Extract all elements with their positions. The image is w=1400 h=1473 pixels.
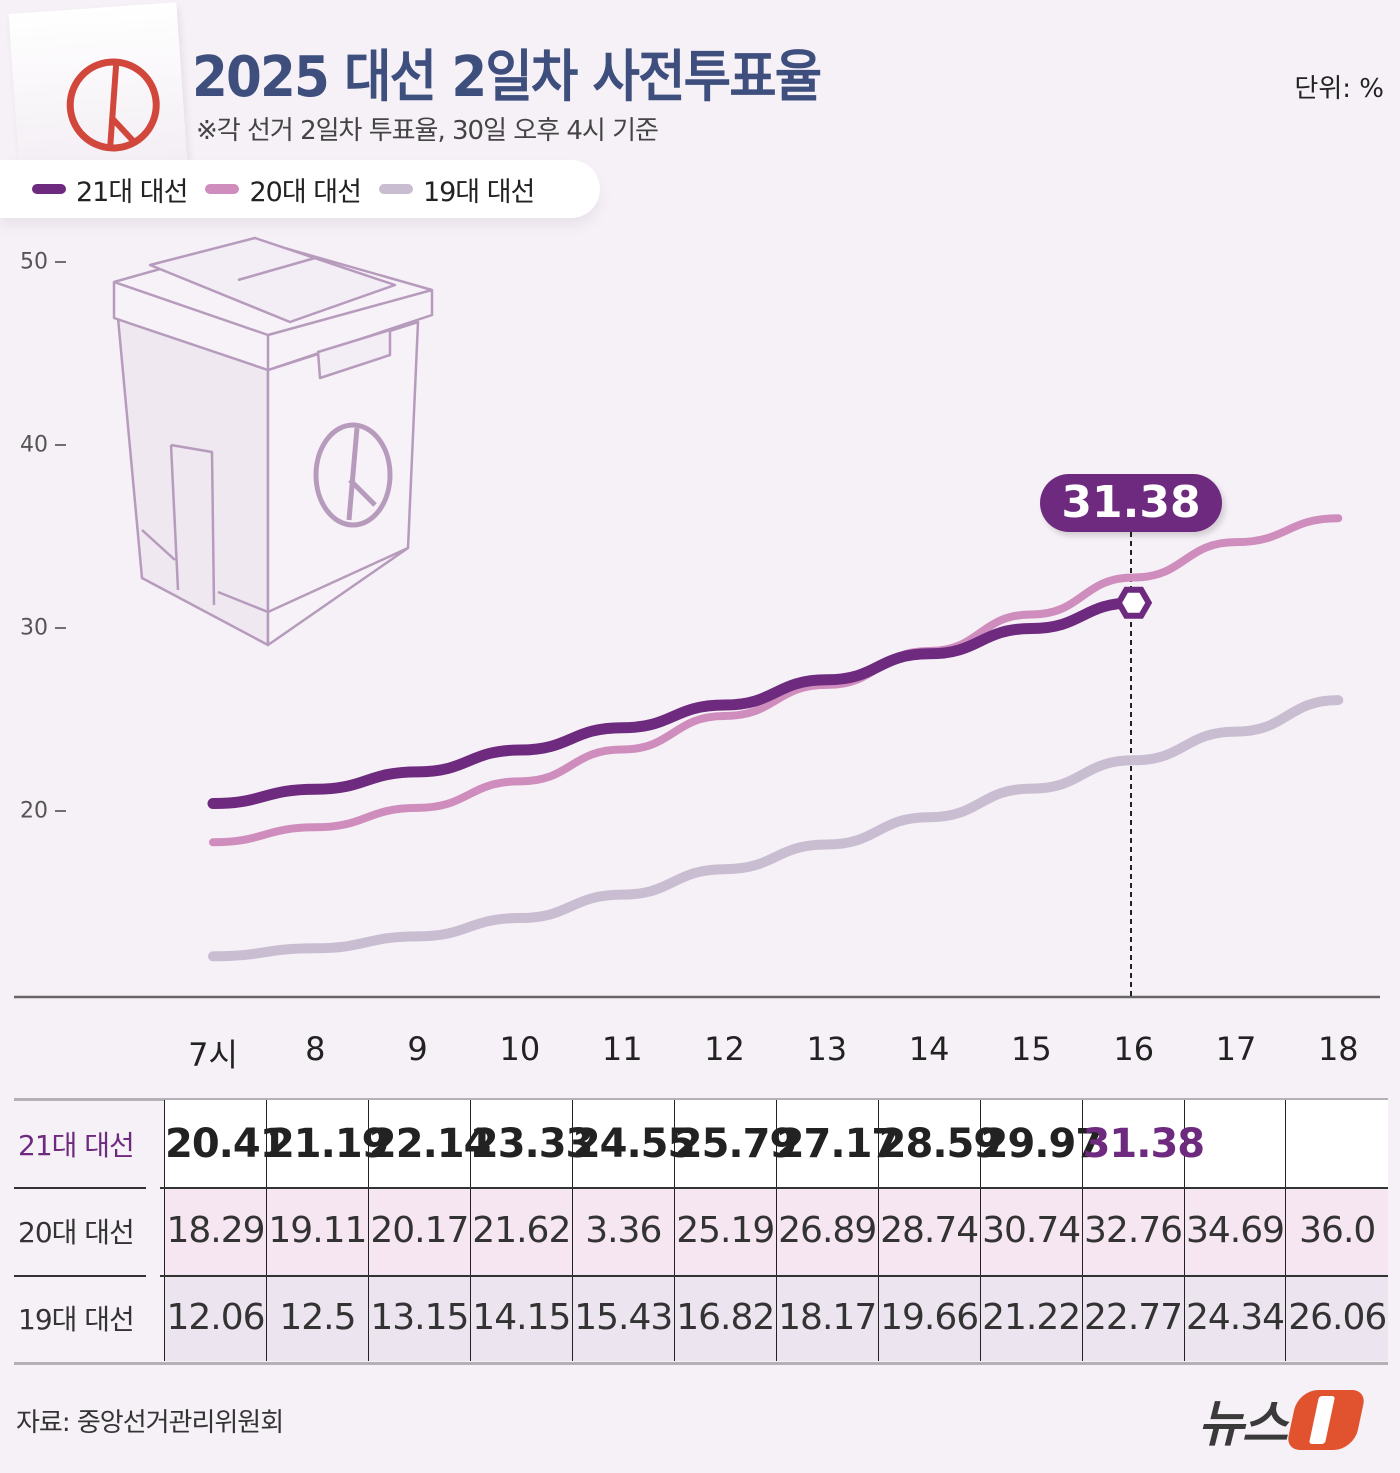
table-cell: 20.17 [367,1187,471,1274]
x-tick-label: 16 [1113,1030,1155,1068]
latest-value-callout: 31.38 [1040,474,1222,532]
row-label: 20대 대선 [18,1215,135,1249]
legend-label: 19대 대선 [422,176,535,208]
chart-title: 2025 대선 2일차 사전투표율 [192,45,822,110]
table-cell: 34.69 [1183,1187,1286,1274]
y-tick-label: 30 [20,615,48,641]
table-cell [1285,1100,1388,1187]
table-cell: 18.17 [775,1274,879,1361]
series-line [207,597,1140,809]
logo-text: 뉴스 [1198,1395,1288,1453]
table-cell: 12.5 [265,1274,369,1361]
table-cell: 26.06 [1285,1274,1388,1361]
source-note: 자료: 중앙선거관리위원회 [16,1408,284,1438]
x-tick-label: 18 [1317,1030,1359,1068]
table-cell: 24.55 [571,1100,695,1187]
x-tick-label: 11 [601,1030,643,1068]
table-cell: 12.06 [164,1274,267,1361]
table-cell: 20.41 [164,1100,288,1187]
table-cell: 28.74 [877,1187,981,1274]
latest-point-marker [1115,586,1153,619]
table-cell: 21.62 [469,1187,573,1274]
chart-subtitle: ※각 선거 2일차 투표율, 30일 오후 4시 기준 [196,116,659,146]
x-tick-label: 8 [305,1030,326,1068]
table-cell: 32.76 [1081,1187,1185,1274]
table-row: 20대 대선 18.29 19.11 20.17 21.62 3.36 25.19 26.89… [14,1187,1388,1274]
news1-logo: 뉴스 [1198,1384,1367,1456]
table-cell: 19.66 [877,1274,981,1361]
series-line [209,514,1343,847]
logo-one-icon [1285,1390,1367,1450]
unit-label: 단위: % [1294,74,1384,104]
table-cell: 22.77 [1081,1274,1185,1361]
table-cell [1183,1100,1286,1187]
row-divider [160,1187,1388,1189]
row-divider [160,1275,1388,1277]
legend-item-21: 21대 대선 [32,170,188,209]
y-tick-label: 50 [20,249,48,275]
table-cell: 25.79 [673,1100,797,1187]
table-cell: 21.19 [265,1100,389,1187]
y-tick-label: 40 [20,432,48,458]
x-tick-label: 9 [407,1030,428,1068]
table-cell: 13.15 [367,1274,471,1361]
table-cell: 23.33 [469,1100,593,1187]
table-cell: 18.29 [164,1187,267,1274]
table-cell: 15.43 [571,1274,675,1361]
row-label: 21대 대선 [18,1128,135,1162]
x-tick-label: 7시 [188,1036,238,1074]
table-cell: 29.97 [979,1100,1103,1187]
table-cell: 25.19 [673,1187,777,1274]
series-line [208,695,1344,962]
ballot-card-decoration [8,2,188,174]
table-top-border [14,1098,1388,1101]
vote-stamp-icon [66,58,160,152]
table-cell: 21.22 [979,1274,1083,1361]
table-bottom-border [14,1362,1388,1365]
row-divider [14,1187,146,1189]
ballot-box-illustration [112,236,434,647]
table-cell: 24.34 [1183,1274,1286,1361]
x-tick-label: 10 [499,1030,541,1068]
data-table: 21대 대선 20.41 21.19 22.14 23.33 24.55 25.79 27.1… [14,1100,1388,1361]
line-chart [14,236,1380,999]
legend-item-19: 19대 대선 [378,170,535,209]
table-cell: 31.38 [1081,1100,1205,1187]
table-cell: 3.36 [571,1187,675,1274]
x-tick-label: 14 [908,1030,950,1068]
legend-swatch-20 [205,184,240,194]
table-cell: 22.14 [367,1100,491,1187]
legend-swatch-19 [378,184,413,194]
x-tick-label: 15 [1011,1030,1052,1068]
legend: 21대 대선 20대 대선 19대 대선 [0,160,600,218]
table-cell: 26.89 [775,1187,879,1274]
legend-label: 21대 대선 [76,176,188,208]
x-tick-label: 12 [704,1030,745,1068]
x-tick-label: 17 [1215,1030,1257,1068]
y-tick-label: 20 [20,798,48,824]
table-row: 19대 대선 12.06 12.5 13.15 14.15 15.43 16.82 18.17… [14,1274,1388,1361]
row-divider [14,1275,146,1277]
table-cell: 19.11 [265,1187,369,1274]
legend-swatch-21 [32,184,66,194]
table-row: 21대 대선 20.41 21.19 22.14 23.33 24.55 25.79 27.1… [14,1100,1388,1187]
table-cell: 36.0 [1285,1187,1388,1274]
legend-label: 20대 대선 [249,176,361,208]
table-cell: 16.82 [673,1274,777,1361]
row-label: 19대 대선 [18,1302,135,1336]
table-cell: 27.17 [775,1100,899,1187]
legend-item-20: 20대 대선 [205,170,362,209]
table-cell: 28.59 [877,1100,1001,1187]
x-tick-label: 13 [806,1030,848,1068]
table-cell: 14.15 [469,1274,573,1361]
table-cell: 30.74 [979,1187,1083,1274]
